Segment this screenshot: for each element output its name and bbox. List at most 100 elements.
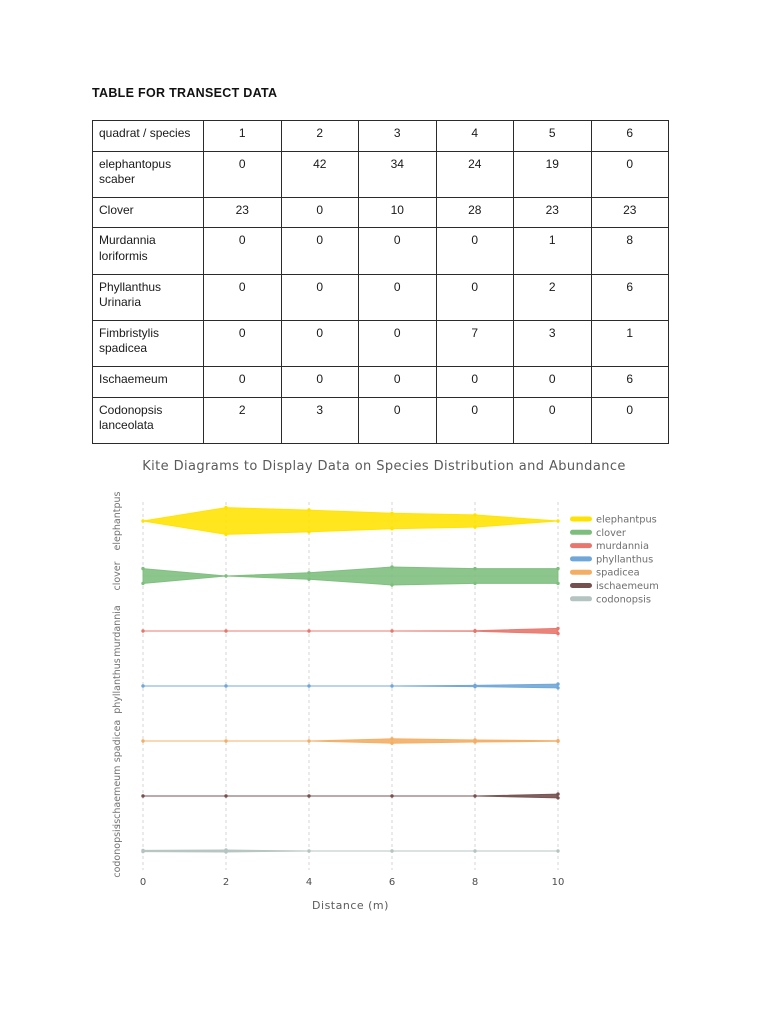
- kite-spadicea: [143, 738, 559, 744]
- value-cell: 0: [435, 273, 514, 321]
- kite-murdannia: [143, 627, 559, 635]
- value-cell: 0: [280, 365, 359, 398]
- table-row: elephantopus scaber 0 42 34 24 19 0: [92, 150, 669, 198]
- data-point: [224, 574, 228, 578]
- x-tick-label: 4: [306, 877, 312, 888]
- data-point: [556, 739, 560, 743]
- header-cell: 6: [590, 120, 669, 152]
- data-point: [390, 629, 394, 633]
- value-cell: 24: [435, 150, 514, 198]
- data-point: [307, 684, 311, 688]
- data-point: [473, 684, 477, 689]
- data-point: [307, 508, 311, 512]
- x-tick-label: 0: [140, 877, 146, 888]
- data-point: [224, 739, 228, 743]
- data-point: [141, 566, 145, 571]
- species-cell: Murdannia loriformis: [92, 227, 204, 275]
- data-point: [473, 629, 477, 633]
- value-cell: 6: [590, 273, 669, 321]
- data-point: [556, 631, 560, 636]
- value-cell: 6: [590, 365, 669, 398]
- y-axis-label: clover: [112, 561, 123, 590]
- data-point: [307, 530, 311, 534]
- data-point: [390, 684, 394, 688]
- data-point: [224, 794, 228, 798]
- value-cell: 23: [590, 196, 669, 229]
- value-cell: 0: [590, 150, 669, 198]
- data-point: [556, 796, 560, 800]
- legend-label: spadicea: [596, 568, 640, 579]
- legend-label: elephantpus: [596, 515, 657, 526]
- value-cell: 0: [203, 319, 282, 367]
- header-cell: 2: [280, 120, 359, 152]
- data-point: [141, 684, 145, 688]
- data-point: [224, 505, 228, 510]
- kite-phyllanthus: [143, 683, 559, 689]
- data-point: [473, 525, 477, 529]
- data-point: [141, 519, 145, 523]
- chart-title: Kite Diagrams to Display Data on Species…: [142, 459, 626, 474]
- table-row: Murdannia loriformis 0 0 0 0 1 8: [92, 227, 669, 275]
- x-tick-label: 2: [223, 877, 229, 888]
- kite-codonopsis: [142, 849, 558, 853]
- data-point: [307, 794, 311, 798]
- data-point: [473, 849, 477, 853]
- kite-ischaemeum: [143, 793, 559, 799]
- value-cell: 0: [280, 196, 359, 229]
- y-axis-label: codonopsis: [112, 824, 123, 877]
- value-cell: 42: [280, 150, 359, 198]
- species-cell: Phyllanthus Urinaria: [92, 273, 204, 321]
- value-cell: 3: [280, 396, 359, 444]
- table-row: Codonopsis lanceolata 2 3 0 0 0 0: [92, 396, 669, 444]
- value-cell: 34: [358, 150, 437, 198]
- value-cell: 0: [435, 365, 514, 398]
- value-cell: 0: [358, 319, 437, 367]
- y-axis-label: murdannia: [112, 605, 123, 656]
- data-point: [390, 527, 394, 531]
- legend-swatch: [570, 543, 592, 549]
- value-cell: 8: [590, 227, 669, 275]
- legend-label: clover: [596, 528, 627, 539]
- value-cell: 0: [358, 365, 437, 398]
- value-cell: 23: [513, 196, 592, 229]
- data-point: [224, 850, 228, 854]
- value-cell: 2: [513, 273, 592, 321]
- data-point: [390, 565, 394, 569]
- value-cell: 0: [513, 365, 592, 398]
- data-point: [224, 684, 228, 688]
- legend-swatch: [570, 569, 592, 575]
- transect-table-body: quadrat / species 1 2 3 4 5 6 elephantopus scab…: [92, 120, 669, 444]
- species-cell: Fimbristylis spadicea: [92, 319, 204, 367]
- x-tick-label: 8: [472, 877, 478, 888]
- legend-swatch: [570, 529, 592, 535]
- legend-swatch: [570, 583, 592, 588]
- header-cell: 4: [435, 120, 514, 152]
- value-cell: 19: [513, 150, 592, 198]
- species-cell: Codonopsis lanceolata: [92, 396, 204, 444]
- data-point: [141, 849, 145, 854]
- value-cell: 0: [513, 396, 592, 444]
- data-point: [556, 581, 560, 586]
- data-point: [556, 519, 560, 523]
- species-cell: Ischaemeum: [92, 365, 204, 398]
- value-cell: 0: [358, 227, 437, 275]
- header-cell: 3: [358, 120, 437, 152]
- data-point: [141, 581, 145, 586]
- y-axis-label: phyllanthus: [112, 658, 123, 714]
- table-row: Fimbristylis spadicea 0 0 0 7 3 1: [92, 319, 669, 367]
- value-cell: 0: [203, 150, 282, 198]
- header-cell: quadrat / species: [92, 120, 204, 152]
- kite-diagram-chart: elephantpus elephantpus clover clover murdan…: [112, 491, 659, 912]
- data-point: [390, 511, 394, 515]
- value-cell: 10: [358, 196, 437, 229]
- kite-elephantpus: [142, 507, 559, 535]
- data-point: [141, 629, 145, 633]
- transect-table: quadrat / species 1 2 3 4 5 6 elephantopus scab…: [92, 120, 669, 444]
- data-point: [307, 577, 311, 581]
- page-title: TABLE FOR TRANSECT DATA: [92, 86, 278, 100]
- value-cell: 0: [435, 227, 514, 275]
- legend-label: ischaemeum: [596, 581, 659, 592]
- header-cell: 1: [203, 120, 282, 152]
- legend-swatch: [570, 516, 592, 522]
